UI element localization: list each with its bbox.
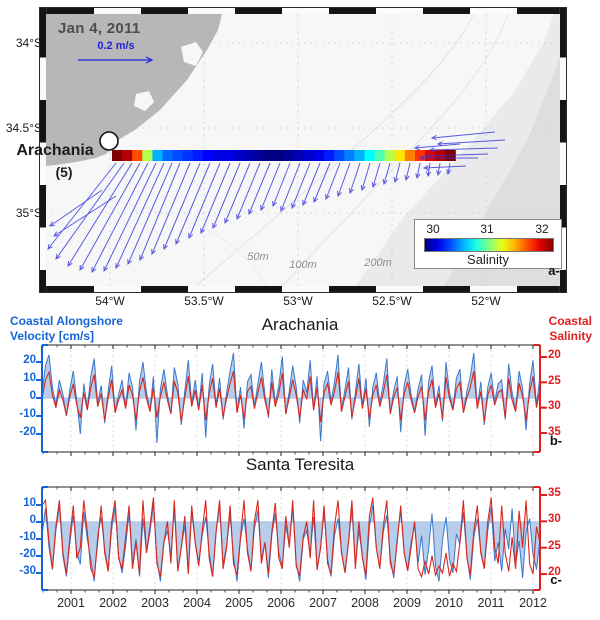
panel-b-vel-tick: -10 [19, 408, 36, 420]
velocity-axis-title: Coastal Alongshore Velocity [cm/s] [10, 314, 123, 344]
panel-c-sal-tick: 35 [548, 487, 561, 499]
lake [134, 91, 154, 111]
velocity-line [41, 503, 541, 582]
lake [181, 42, 203, 66]
depth-contour-100m [281, 14, 509, 286]
colorbar-title: Salinity [467, 252, 509, 267]
velocity-axis-title-line2: Velocity [cm/s] [10, 329, 95, 343]
lat-tick-label-35s: 35°S [15, 206, 42, 220]
colorbar-tick-31: 31 [480, 222, 494, 236]
panel-b-vel-tick: 0 [29, 390, 36, 402]
colorbar-gradient [424, 238, 554, 252]
panel-b-vel-tick: 10 [23, 372, 36, 384]
panel-b-sal-tick: 30 [548, 400, 561, 412]
timeseries-panel-panel_c_santa_teresita [36, 486, 547, 594]
lat-tick-label-34s: 34°S [15, 36, 42, 50]
year-label: 2005 [225, 596, 253, 610]
panel-b-sal-tick: 25 [548, 375, 561, 387]
velocity-line [41, 352, 541, 444]
year-label: 2012 [519, 596, 547, 610]
panel-c-title: Santa Teresita [245, 455, 355, 474]
salinity-line [41, 370, 541, 422]
velocity-axis-title-line1: Coastal Alongshore [10, 314, 123, 328]
depth-label-100m: 100m [289, 259, 317, 271]
year-label: 2004 [183, 596, 211, 610]
panel-c-vel-tick: -10 [19, 531, 36, 543]
depth-label-200m: 200m [364, 257, 392, 269]
panel-c-label: c- [550, 572, 562, 587]
panel-b-vel-tick: -20 [19, 426, 36, 438]
panel-c-vel-tick: 10 [23, 497, 36, 509]
panel-c-sal-tick: 25 [548, 540, 561, 552]
year-label: 2011 [477, 596, 505, 610]
colorbar: 30 31 32 Salinity [414, 219, 562, 269]
depth-label-50m: 50m [247, 251, 269, 263]
panel-b-sal-tick: 35 [548, 426, 561, 438]
velocity-area [42, 503, 540, 582]
panel-a-label: a- [548, 263, 560, 278]
year-label: 2002 [99, 596, 127, 610]
panel-c-vel-tick: -20 [19, 548, 36, 560]
panel-c-sal-tick: 20 [548, 566, 561, 578]
salinity-axis-title-line2: Salinity [549, 329, 592, 343]
year-label: 2001 [57, 596, 85, 610]
colorbar-tick-32: 32 [535, 222, 549, 236]
year-label: 2003 [141, 596, 169, 610]
velocity-scale-label: 0.2 m/s [97, 40, 135, 52]
salinity-line [41, 497, 541, 579]
panel-b-label: b- [549, 433, 563, 448]
panel-b-vel-tick: 20 [23, 354, 36, 366]
salinity-axis-title: Coastal Salinity [498, 314, 592, 344]
station-marker [99, 131, 119, 151]
lon-tick-label-54w: 54°W [95, 294, 125, 308]
velocity-vectors [47, 131, 506, 274]
depth-contour-50m [195, 14, 475, 286]
year-label: 2006 [267, 596, 295, 610]
station-number-label: (5) [55, 164, 73, 180]
velocity-scale-arrow [78, 56, 154, 64]
year-label: 2010 [435, 596, 463, 610]
year-label: 2009 [393, 596, 421, 610]
station-label: Arachania [16, 142, 94, 159]
lon-tick-label-535w: 53.5°W [184, 294, 224, 308]
salinity-transect [112, 150, 456, 161]
land-polygon [46, 14, 222, 166]
panel-b-title: Arachania [261, 315, 339, 334]
panel-b-sal-tick: 20 [548, 349, 561, 361]
map-frame-bottom [39, 285, 567, 293]
lon-tick-label-53w: 53°W [283, 294, 313, 308]
map-date-label: Jan 4, 2011 [58, 20, 141, 37]
panel-c-vel-tick: -30 [19, 565, 36, 577]
lat-tick-label-345s: 34.5°S [5, 121, 42, 135]
timeseries-panel-panel_b_arachania [36, 344, 547, 456]
lon-tick-label-525w: 52.5°W [372, 294, 412, 308]
salinity-axis-title-line1: Coastal [548, 314, 592, 328]
velocity-area [42, 353, 540, 443]
year-label: 2007 [309, 596, 337, 610]
year-label: 2008 [351, 596, 379, 610]
panel-c-sal-tick: 30 [548, 513, 561, 525]
colorbar-tick-30: 30 [426, 222, 440, 236]
panel-c-vel-tick: 0 [29, 514, 36, 526]
lon-tick-label-52w: 52°W [471, 294, 501, 308]
